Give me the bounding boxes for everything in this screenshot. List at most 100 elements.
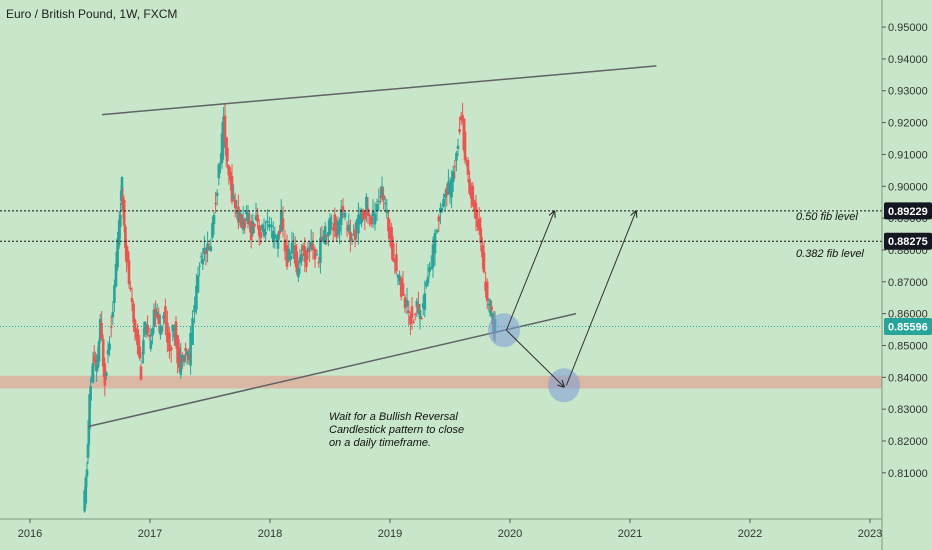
price-tick-label: 0.90000 xyxy=(888,181,928,193)
fib-50-badge-box xyxy=(884,202,932,220)
candle-body xyxy=(358,216,362,225)
fib-50-price: 0.89229 xyxy=(888,206,928,218)
candle-body xyxy=(105,372,108,376)
candle-body xyxy=(300,254,303,262)
candle-body xyxy=(479,228,483,244)
candle-body xyxy=(285,245,289,267)
candle-body xyxy=(297,268,300,278)
candle-body xyxy=(382,195,385,200)
candles-group xyxy=(83,102,497,513)
candle-body xyxy=(109,326,113,328)
candle-body xyxy=(147,334,151,337)
candle-body xyxy=(230,176,234,202)
candle-body xyxy=(471,185,475,206)
candle-body xyxy=(168,332,171,352)
candle-body xyxy=(420,318,423,320)
candle-body xyxy=(287,248,291,261)
candle-body xyxy=(477,218,481,231)
candle-body xyxy=(261,224,264,231)
candle-body xyxy=(349,231,352,241)
candle-body xyxy=(88,394,91,430)
candle-body xyxy=(264,231,267,235)
candle-body xyxy=(119,215,122,227)
price-tick-label: 0.86000 xyxy=(888,309,928,321)
candle-body xyxy=(151,328,154,337)
time-tick-label: 2019 xyxy=(378,528,402,540)
candle-body xyxy=(399,278,403,297)
candle-body xyxy=(335,220,338,237)
candle-body xyxy=(238,212,242,222)
candle-body xyxy=(440,208,444,211)
time-tick-label: 2021 xyxy=(618,528,642,540)
candle-body xyxy=(124,226,127,249)
candle-body xyxy=(237,206,240,223)
candle-body xyxy=(338,225,341,232)
candle-body xyxy=(207,247,211,250)
candle-body xyxy=(270,225,273,228)
candle-body xyxy=(327,232,330,237)
candle-body xyxy=(103,363,107,386)
candle-body xyxy=(199,256,203,258)
candle-body xyxy=(345,228,349,230)
candle-body xyxy=(253,223,256,227)
candle-body xyxy=(214,203,217,205)
time-tick-label: 2022 xyxy=(738,528,762,540)
upper-trendline xyxy=(101,65,657,116)
candle-body xyxy=(361,209,365,220)
candle-body xyxy=(385,209,389,214)
candle-body xyxy=(455,153,458,161)
candle-body xyxy=(401,283,405,296)
candle-body xyxy=(281,218,285,230)
candle-body xyxy=(122,199,126,226)
candle-body xyxy=(458,129,461,133)
note-line-2: Candlestick pattern to close xyxy=(329,424,464,436)
candle-body xyxy=(407,310,411,314)
candle-body xyxy=(278,230,281,235)
candle-body xyxy=(418,309,422,319)
candle-body xyxy=(421,303,425,309)
candle-body xyxy=(155,311,159,315)
candle-body xyxy=(85,469,89,477)
candle-body xyxy=(320,236,324,241)
price-tick-label: 0.83000 xyxy=(888,404,928,416)
candle-body xyxy=(403,297,407,309)
candle-body xyxy=(360,210,363,223)
candle-body xyxy=(443,194,447,198)
candle-body xyxy=(249,220,253,241)
scenario-arrow xyxy=(565,211,636,386)
candle-body xyxy=(129,288,132,290)
candle-body xyxy=(415,301,419,307)
candle-body xyxy=(193,305,196,313)
candle-body xyxy=(303,246,307,262)
candle-body xyxy=(473,200,476,211)
candle-body xyxy=(173,332,176,338)
candle-body xyxy=(353,229,357,240)
candle-body xyxy=(117,220,121,246)
candle-body xyxy=(331,227,335,231)
candle-body xyxy=(301,245,305,251)
candle-body xyxy=(254,215,258,220)
fib-50-label: 0.50 fib level xyxy=(796,211,858,223)
candle-body xyxy=(423,293,427,310)
candle-body xyxy=(448,187,452,195)
candle-body xyxy=(166,322,169,343)
fib-50-price-badge: 0.89229 xyxy=(884,202,932,220)
candle-body xyxy=(91,363,95,383)
candle-body xyxy=(323,226,327,244)
candle-body xyxy=(177,347,181,368)
candle-body xyxy=(97,341,101,362)
candle-body xyxy=(311,244,315,251)
candle-body xyxy=(206,243,209,251)
candle-body xyxy=(396,274,400,278)
candle-body xyxy=(317,261,321,264)
note-line-1: Wait for a Bullish Reversal xyxy=(329,411,458,423)
candle-body xyxy=(259,232,263,239)
candle-body xyxy=(426,276,430,284)
chart-title: Euro / British Pound, 1W, FXCM xyxy=(6,7,177,21)
candle-body xyxy=(435,229,439,233)
candle-body xyxy=(169,347,173,351)
candle-body xyxy=(245,210,248,215)
candle-body xyxy=(290,242,294,254)
time-tick-label: 2017 xyxy=(138,528,162,540)
candle-body xyxy=(130,297,134,303)
